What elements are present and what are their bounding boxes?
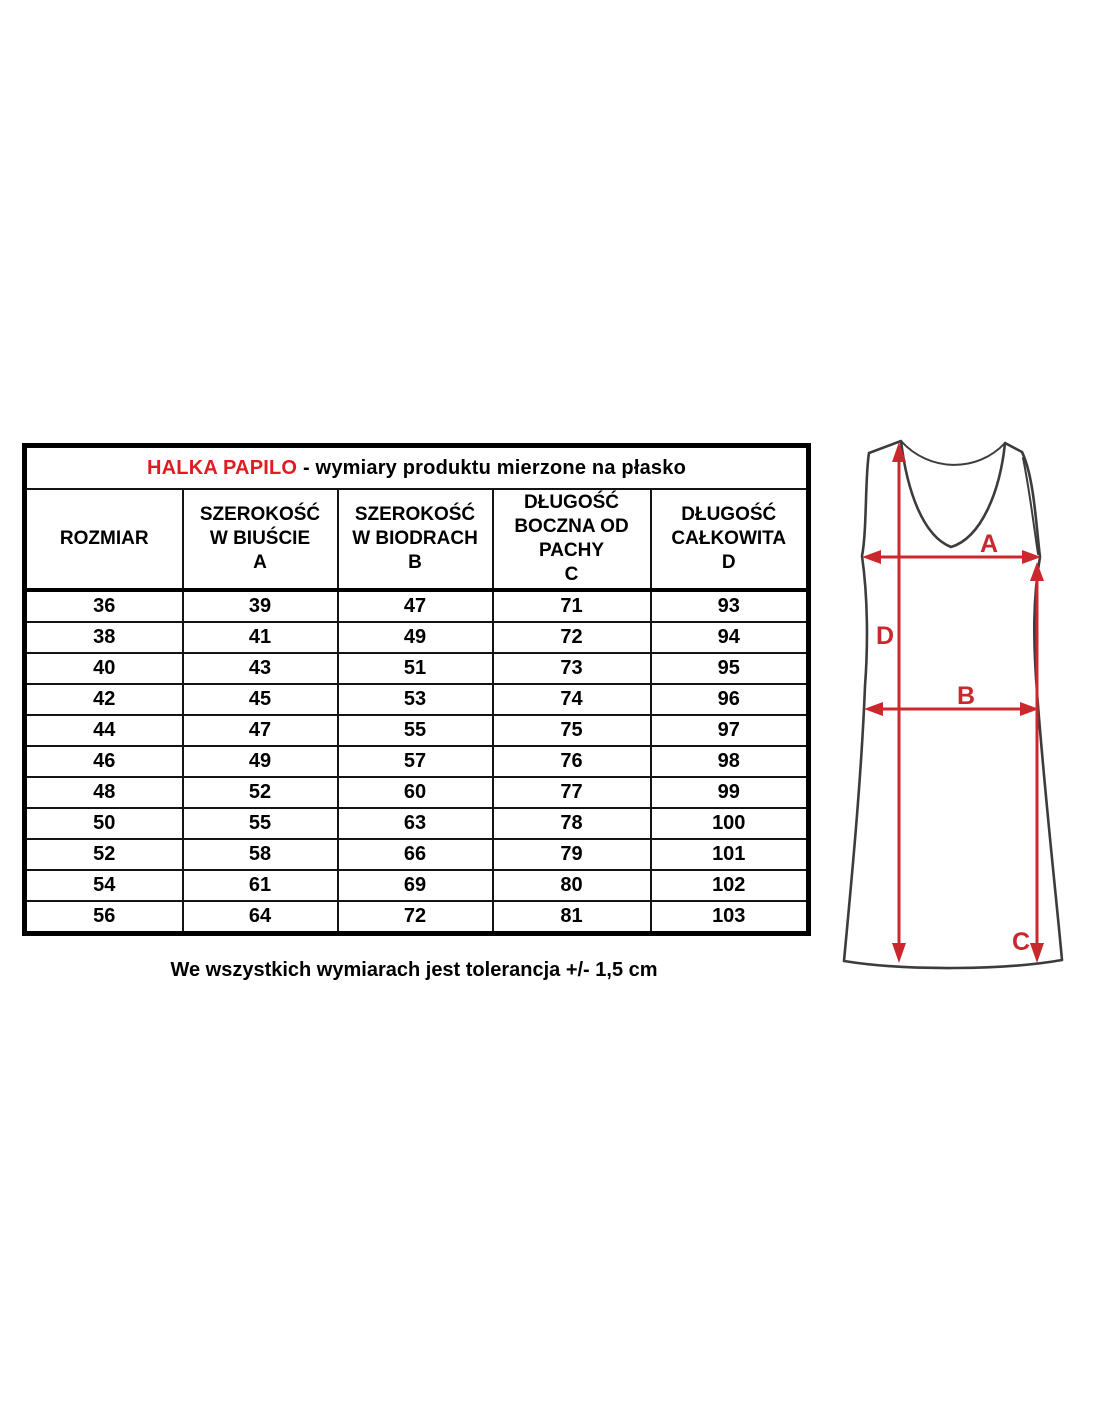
measure-cell: 72 (336, 900, 494, 935)
measure-cell: 57 (336, 745, 494, 778)
measure-cell: 77 (491, 776, 652, 809)
measure-cell: 61 (181, 869, 339, 902)
size-row: 42 45 53 74 96 (23, 683, 810, 716)
measure-cell: 49 (336, 621, 494, 654)
measure-cell: 63 (336, 807, 494, 840)
measure-cell: 45 (181, 683, 339, 716)
measure-cell: 69 (336, 869, 494, 902)
measure-cell: 81 (491, 900, 652, 935)
column-header-total-length: DŁUGOŚĆ CAŁKOWITA D (649, 488, 810, 592)
measure-cell: 102 (649, 869, 810, 902)
measure-cell: 96 (649, 683, 810, 716)
measure-cell: 51 (336, 652, 494, 685)
size-cell: 52 (23, 838, 184, 871)
measure-arrow-a: A (862, 530, 1041, 564)
size-row: 54 61 69 80 102 (23, 869, 810, 902)
measure-cell: 71 (491, 589, 652, 623)
measure-cell: 101 (649, 838, 810, 871)
dress-measurement-diagram: D A B C (842, 439, 1064, 970)
armhole-seam (1022, 457, 1039, 555)
measure-cell: 49 (181, 745, 339, 778)
measure-cell: 78 (491, 807, 652, 840)
measure-cell: 47 (336, 589, 494, 623)
measure-cell: 95 (649, 652, 810, 685)
measure-cell: 55 (181, 807, 339, 840)
size-cell: 36 (23, 589, 184, 623)
table-title: HALKA PAPILO - wymiary produktu mierzone… (23, 444, 810, 490)
measure-cell: 80 (491, 869, 652, 902)
arrowhead-left-icon (862, 550, 881, 564)
size-cell: 56 (23, 900, 184, 935)
arrowhead-down-icon (892, 943, 906, 963)
measure-cell: 97 (649, 714, 810, 747)
size-row: 52 58 66 79 101 (23, 838, 810, 871)
measure-cell: 94 (649, 621, 810, 654)
measure-label-a: A (980, 530, 998, 558)
measure-arrow-c: C (1012, 562, 1044, 963)
brand-name: HALKA PAPILO (147, 456, 298, 479)
table-title-row: HALKA PAPILO - wymiary produktu mierzone… (23, 444, 810, 490)
measure-cell: 75 (491, 714, 652, 747)
size-row: 50 55 63 78 100 (23, 807, 810, 840)
arrowhead-right-icon (1022, 550, 1041, 564)
table-header-row: ROZMIAR SZEROKOŚĆ W BIUŚCIE A SZEROKOŚĆ … (23, 488, 810, 592)
size-row: 48 52 60 77 99 (23, 776, 810, 809)
back-neckline (900, 440, 1006, 466)
measure-cell: 39 (181, 589, 339, 623)
measure-cell: 60 (336, 776, 494, 809)
size-cell: 54 (23, 869, 184, 902)
measure-cell: 93 (649, 589, 810, 623)
measure-cell: 52 (181, 776, 339, 809)
measure-cell: 73 (491, 652, 652, 685)
column-header-bust-width: SZEROKOŚĆ W BIUŚCIE A (181, 488, 339, 592)
measure-cell: 98 (649, 745, 810, 778)
measure-cell: 66 (336, 838, 494, 871)
measure-cell: 64 (181, 900, 339, 935)
measure-cell: 72 (491, 621, 652, 654)
measure-cell: 100 (649, 807, 810, 840)
size-row: 38 41 49 72 94 (23, 621, 810, 654)
measure-cell: 99 (649, 776, 810, 809)
size-cell: 44 (23, 714, 184, 747)
size-row: 36 39 47 71 93 (23, 589, 810, 623)
size-cell: 48 (23, 776, 184, 809)
size-cell: 38 (23, 621, 184, 654)
measure-cell: 41 (181, 621, 339, 654)
measure-cell: 76 (491, 745, 652, 778)
size-cell: 46 (23, 745, 184, 778)
size-row: 56 64 72 81 103 (23, 900, 810, 935)
measure-cell: 47 (181, 714, 339, 747)
measure-label-c: C (1012, 928, 1030, 956)
arrowhead-right-icon (1020, 702, 1039, 716)
size-table-body: HALKA PAPILO - wymiary produktu mierzone… (23, 444, 810, 935)
measure-cell: 74 (491, 683, 652, 716)
measure-cell: 43 (181, 652, 339, 685)
size-cell: 50 (23, 807, 184, 840)
tolerance-footnote: We wszystkich wymiarach jest tolerancja … (170, 959, 658, 981)
arrowhead-left-icon (864, 702, 883, 716)
size-row: 46 49 57 76 98 (23, 745, 810, 778)
arrowhead-up-icon (892, 442, 906, 462)
measure-cell: 103 (649, 900, 810, 935)
size-row: 40 43 51 73 95 (23, 652, 810, 685)
column-header-rozmiar: ROZMIAR (23, 488, 184, 592)
arrowhead-up-icon (1030, 562, 1044, 581)
size-cell: 40 (23, 652, 184, 685)
size-table: HALKA PAPILO - wymiary produktu mierzone… (22, 443, 812, 936)
title-subtitle: - wymiary produktu mierzone na płasko (297, 456, 686, 479)
column-header-hip-width: SZEROKOŚĆ W BIODRACH B (336, 488, 494, 592)
arrowhead-down-icon (1030, 943, 1044, 963)
measure-arrow-d: D (876, 442, 906, 963)
measure-cell: 55 (336, 714, 494, 747)
measure-cell: 79 (491, 838, 652, 871)
measure-cell: 53 (336, 683, 494, 716)
size-cell: 42 (23, 683, 184, 716)
size-row: 44 47 55 75 97 (23, 714, 810, 747)
measure-cell: 58 (181, 838, 339, 871)
measure-label-d: D (876, 622, 894, 650)
measure-label-b: B (957, 682, 975, 710)
column-header-side-length: DŁUGOŚĆ BOCZNA OD PACHY C (491, 488, 652, 592)
measure-arrow-b: B (864, 682, 1039, 716)
